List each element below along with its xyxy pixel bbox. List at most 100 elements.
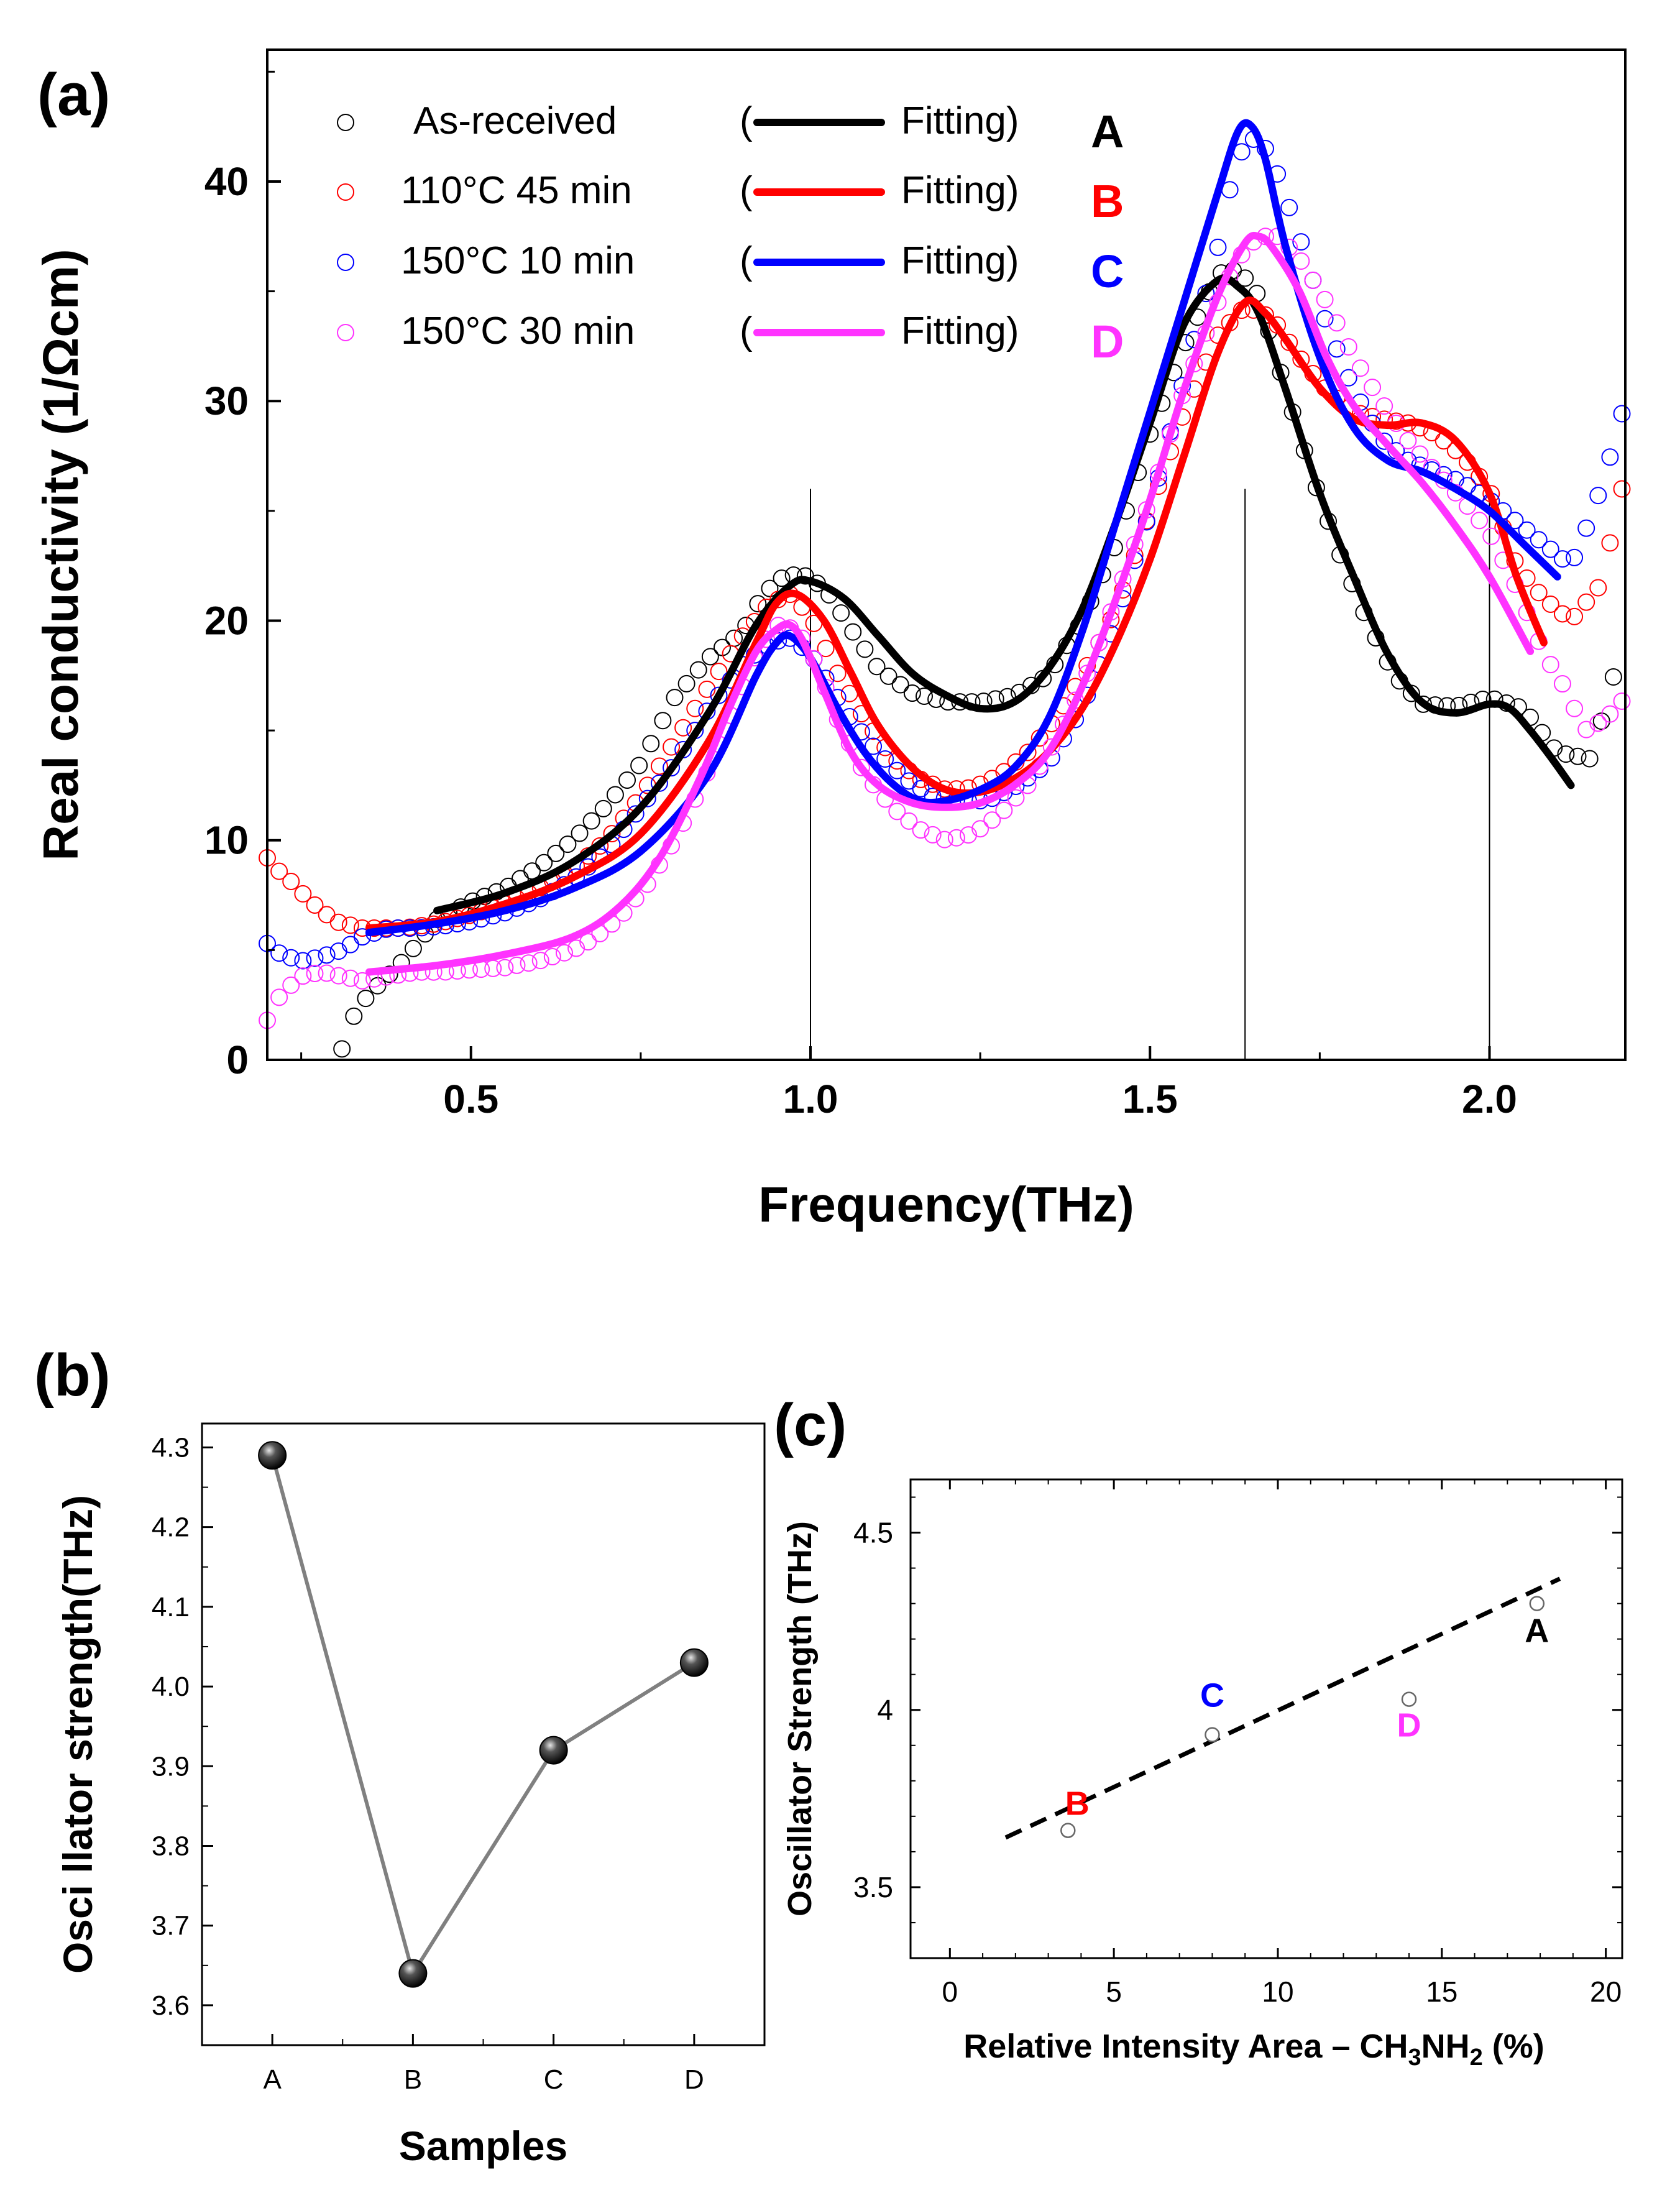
a-data-point-B: [294, 885, 312, 903]
a-data-point-A: [654, 712, 672, 730]
c-y-axis-label: Oscillator Strength (THz): [781, 1521, 819, 1916]
a-data-point-C: [1613, 405, 1631, 423]
a-data-point-C: [1589, 487, 1607, 505]
c-xtick-label: 5: [1106, 1976, 1122, 2008]
a-data-point-D: [1316, 290, 1334, 308]
a-data-point-D: [318, 964, 336, 982]
c-data-point-D: [1401, 1691, 1417, 1707]
c-ytick-label: 3.5: [853, 1871, 893, 1903]
c-series: A B C D: [1004, 1576, 1561, 1840]
a-data-point-D: [995, 801, 1013, 819]
a-data-point-C: [1518, 521, 1536, 539]
a-ytick-label: 40: [204, 159, 249, 204]
a-data-point-C: [876, 750, 894, 768]
b-axis-ticks: A B C D 3.6 3.7 3.8 3.9 4.0 4.1 4.2 4.3: [152, 1432, 765, 2095]
c-xtick-label: 20: [1590, 1976, 1622, 2008]
a-data-point-B: [710, 663, 728, 681]
a-data-point-D: [329, 967, 347, 985]
c-xlabel-mid: NH: [1421, 2028, 1470, 2065]
b-ytick-label: 3.8: [152, 1831, 190, 1861]
a-data-point-C: [1292, 233, 1310, 251]
a-data-point-C: [1209, 238, 1227, 256]
a-data-point-A: [749, 595, 767, 613]
a-data-point-B: [341, 916, 359, 934]
a-data-point-C: [353, 928, 371, 946]
a-data-point-C: [900, 772, 918, 790]
c-ytick-label: 4.5: [853, 1517, 893, 1549]
a-data-point-D: [1601, 705, 1619, 723]
a-data-point-A: [701, 648, 719, 666]
a-data-point-A: [345, 1007, 363, 1025]
a-data-point-C: [663, 759, 681, 777]
a-data-point-B: [650, 757, 668, 775]
a-data-point-B: [1589, 579, 1607, 597]
c-fit-line: [1004, 1576, 1561, 1840]
b-xtick-label: A: [263, 2064, 282, 2095]
a-data-point-D: [1007, 789, 1025, 807]
c-point-label-B: B: [1065, 1785, 1090, 1823]
a-data-point-A: [868, 658, 886, 676]
a-data-point-B: [1530, 584, 1548, 602]
a-data-point-A: [1236, 269, 1254, 287]
b-data-point-D: [679, 1648, 709, 1677]
a-data-point-D: [935, 830, 953, 849]
a-data-point-D: [1339, 338, 1357, 356]
a-data-point-D: [924, 826, 942, 844]
b-series: [258, 1441, 709, 1988]
a-x-axis-label: Frequency(THz): [758, 1177, 1134, 1232]
c-xlabel-end: (%): [1483, 2028, 1545, 2065]
legend-paren-A: (: [740, 99, 753, 142]
b-data-point-A: [258, 1441, 287, 1470]
b-y-axis-label: Osci llator strength(THz): [55, 1495, 101, 1974]
panel-c-label: (c): [774, 1392, 847, 1458]
c-ytick-label: 4: [877, 1694, 893, 1726]
a-data-point-A: [844, 623, 862, 641]
a-data-point-C: [1375, 432, 1393, 450]
a-data-point-D: [1042, 738, 1060, 756]
a-data-point-D: [1399, 431, 1417, 449]
c-data-point-B: [1060, 1823, 1076, 1838]
a-data-point-C: [650, 774, 668, 792]
a-data-point-C: [627, 805, 645, 823]
b-data-point-C: [539, 1736, 568, 1765]
a-data-point-D: [983, 811, 1001, 829]
legend-paren-B: (: [740, 169, 753, 212]
a-data-point-A: [1581, 750, 1599, 768]
a-data-point-D: [1471, 512, 1489, 530]
c-xlabel-main: Relative Intensity Area – CH: [963, 2028, 1408, 2065]
a-data-point-D: [1541, 656, 1559, 674]
a-data-point-D: [1589, 714, 1607, 732]
a-data-point-D: [1292, 252, 1310, 270]
a-data-point-D: [1351, 359, 1369, 377]
a-data-point-B: [329, 913, 347, 931]
a-data-point-D: [531, 952, 549, 970]
legend-fit-label-C: Fitting): [901, 239, 1019, 282]
a-data-point-C: [1601, 448, 1619, 466]
legend-label-B: 110°C 45 min: [401, 169, 632, 212]
b-ytick-label: 3.6: [152, 1990, 190, 2021]
legend-paren-C: (: [740, 239, 753, 282]
panel-b: (b) A B C D 3.6 3.7 3.8 3.9 4.0 4.1 4.2 4.3 Samples…: [34, 1342, 766, 2169]
legend-label-A: As-received: [413, 99, 617, 142]
b-ytick-label: 4.0: [152, 1672, 190, 1702]
a-data-point-D: [282, 976, 300, 994]
a-data-point-A: [1557, 745, 1575, 763]
a-data-point-D: [1328, 314, 1346, 332]
a-data-point-D: [1553, 675, 1571, 693]
legend-letter-A: A: [1091, 106, 1124, 157]
a-data-point-B: [674, 719, 692, 737]
a-data-point-A: [559, 835, 577, 853]
legend-marker-D: [337, 324, 354, 341]
c-xtick-label: 10: [1262, 1976, 1293, 2008]
a-data-point-C: [1566, 548, 1584, 566]
a-y-axis-label: Real conductivity (1/Ωcm): [33, 249, 88, 860]
a-data-point-D: [353, 972, 371, 990]
a-data-point-D: [294, 967, 312, 985]
a-data-point-B: [698, 680, 716, 698]
b-ytick-label: 3.7: [152, 1911, 190, 1941]
a-data-point-C: [318, 946, 336, 964]
a-data-point-A: [1604, 668, 1622, 686]
legend-fit-label-B: Fitting): [901, 169, 1019, 212]
a-data-point-C: [1577, 519, 1595, 537]
legend-label-C: 150°C 10 min: [401, 239, 635, 282]
